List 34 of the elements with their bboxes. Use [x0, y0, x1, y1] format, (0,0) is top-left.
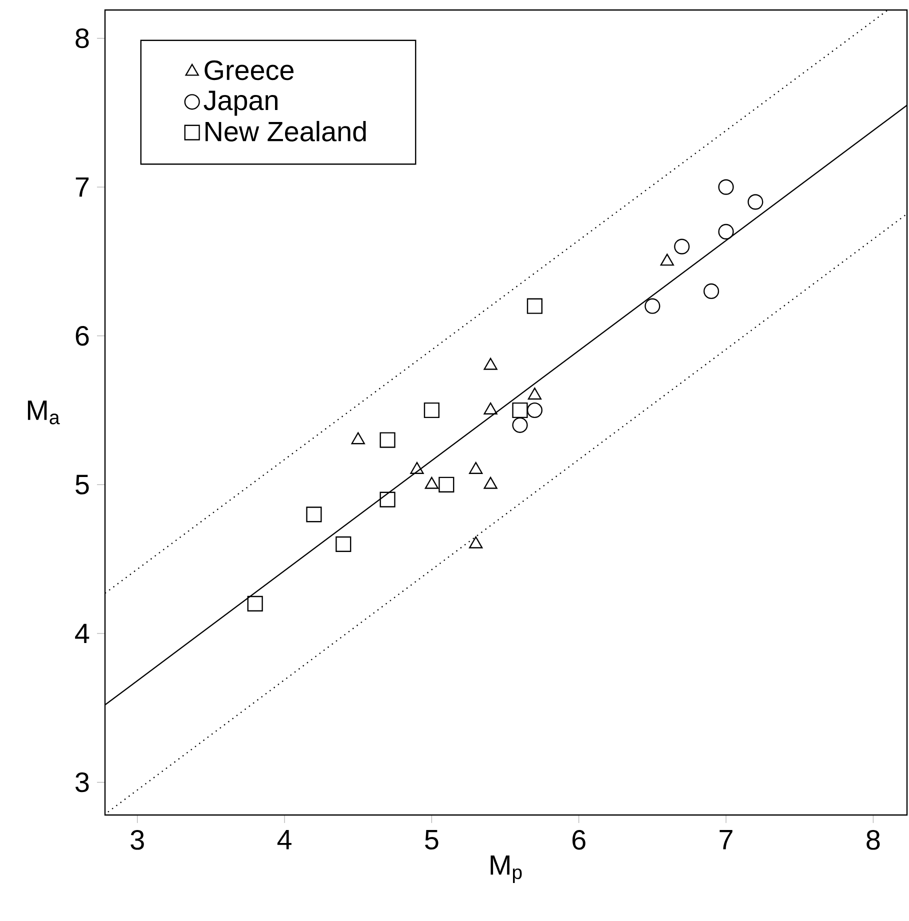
point	[703, 283, 720, 300]
point	[336, 536, 352, 552]
y-tick-label: 7	[76, 177, 89, 197]
y-axis-title: M$_{a}$	[28, 400, 60, 424]
legend-label: Japan	[204, 90, 278, 116]
y-tick-label: 8	[76, 28, 89, 48]
point	[526, 298, 542, 314]
legend-label: New Zealand	[206, 120, 366, 142]
point	[247, 596, 263, 612]
x-tick-label: 4	[277, 830, 292, 850]
x-tick-label: 3	[130, 830, 144, 850]
point	[512, 417, 528, 433]
x-tick-label: 5	[425, 830, 438, 850]
point	[424, 402, 440, 418]
x-tick-label: 8	[866, 830, 880, 850]
point	[674, 238, 690, 254]
y-tick-label: 3	[76, 772, 89, 792]
y-tick-label: 5	[76, 474, 89, 494]
point	[748, 194, 764, 210]
y-tick-label: 6	[76, 326, 89, 346]
y-tick-label: 4	[75, 624, 90, 644]
point	[644, 298, 660, 314]
point	[306, 506, 322, 522]
point	[718, 179, 734, 195]
point	[526, 402, 542, 418]
point	[438, 476, 454, 492]
x-axis-title: M$_{p}$	[490, 855, 522, 884]
x-tick-label: 6	[572, 830, 586, 850]
legend-label: Greece	[204, 60, 294, 80]
point	[718, 224, 734, 240]
point	[380, 492, 396, 508]
x-tick-label: 7	[720, 830, 732, 850]
point	[380, 432, 396, 448]
point	[512, 402, 528, 418]
